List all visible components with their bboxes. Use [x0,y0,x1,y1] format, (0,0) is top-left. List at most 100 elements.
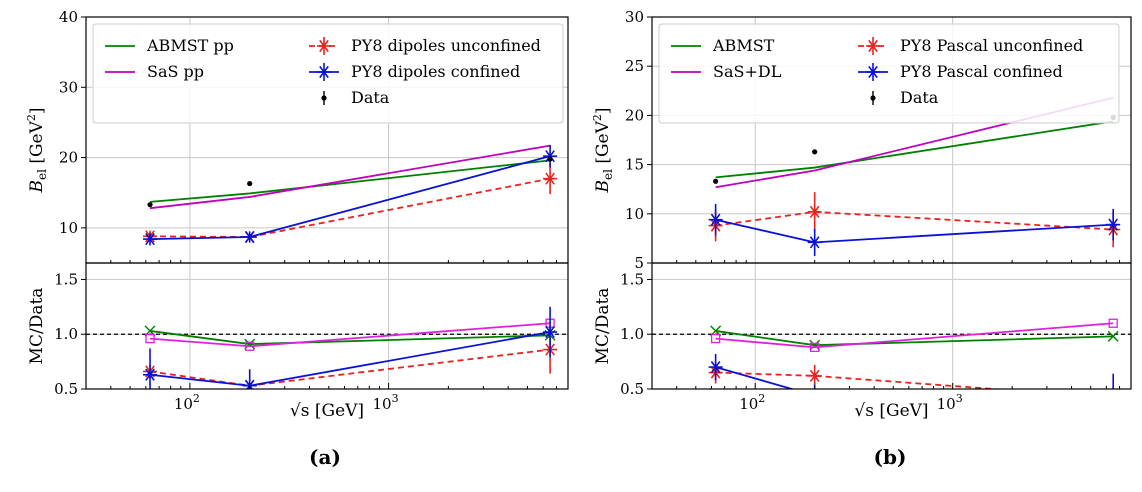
y-tick-label: 5 [634,254,644,272]
legend-label: SaS+DL [713,62,782,81]
y-tick-label: 0.5 [620,380,644,398]
ylabel-unit-exp: 2 [591,114,604,121]
x-tick-label: 103 [373,392,399,413]
star-marker [145,368,155,381]
legend-entry: SaS pp [105,62,204,81]
top-series-abmst [715,120,1114,179]
x-tick-exponent: 3 [392,392,399,405]
legend-label: PY8 Pascal unconfined [900,36,1083,55]
y-tick-label: 30 [59,78,78,96]
star-marker [545,172,555,185]
bottom-series-py8-dipoles-confined [149,331,551,387]
bottom-series-py8-pascal-confined [715,366,796,389]
star-marker [1109,392,1117,403]
data-point [247,180,253,187]
legend-label: ABMST [712,36,775,55]
x-tick-label: 102 [174,392,200,413]
legend-entry: ABMST [671,36,775,55]
legend-label: PY8 Pascal confined [900,62,1063,81]
x-axis-label: √s [GeV] [290,401,364,421]
star-marker [809,236,820,249]
star-marker [1116,388,1118,389]
legend-entry: PY8 Pascal confined [858,62,1063,81]
y-tick-label: 0.5 [54,380,78,398]
bottom-series-group [143,306,558,389]
ylabel-sub: el [35,169,49,180]
star-marker [809,369,820,382]
square-marker [1108,318,1118,328]
ylabel-unit-close: ] [593,107,613,114]
x-tick-label: 102 [739,392,765,413]
y-tick-label: 1.5 [54,270,78,288]
top-series-py8-pascal-confined [715,218,1114,244]
y-tick-label: 10 [59,219,78,237]
star-marker [868,65,878,79]
star-marker [1109,392,1117,403]
legend-label: PY8 dipoles confined [351,62,520,81]
legend: ABMST SaS+DL PY8 Pascal unconfined PY8 Pasc… [658,23,1120,124]
legend: ABMST pp SaS pp PY8 dipoles unconfined PY8 … [92,23,564,124]
legend-entry: Data [321,88,390,107]
y-tick-label: 20 [625,106,644,124]
star-marker [244,230,255,244]
x-tick-label: 103 [937,392,963,413]
panel-caption: (b) [874,445,907,469]
legend-entry: Data [870,88,939,107]
star-marker [545,150,555,163]
top-series-py8-dipoles-unconfined [150,177,551,238]
bottom-series-sas-pp [149,322,551,348]
data-point [812,149,818,155]
ylabel-unit: [GeV [593,120,613,169]
ylabel-sub: el [601,169,615,180]
legend-label: PY8 dipoles unconfined [351,36,541,55]
legend-label: SaS pp [147,62,204,81]
star-marker [145,233,155,246]
star-marker [1108,388,1111,389]
data-point [713,178,719,184]
bottom-axes-frame [651,262,1132,390]
x-marker [809,339,821,351]
y-tick-label: 15 [625,156,644,174]
square-marker [245,341,255,351]
y-tick-label: 40 [59,8,78,26]
legend-entry: PY8 dipoles unconfined [309,36,541,55]
y-tick-label: 25 [625,57,644,75]
legend-entry: PY8 Pascal unconfined [858,36,1083,55]
y-tick-label: 30 [625,8,644,26]
bottom-y-axis-label: MC/Data [593,288,613,365]
x-tick-exponent: 2 [193,392,200,405]
x-axis-label: √s [GeV] [854,401,928,421]
ylabel-unit-exp: 2 [25,114,38,121]
bottom-series-py8-pascal-unconfined [715,371,1007,389]
ylabel-unit: [GeV [27,120,47,169]
legend-box [92,23,564,124]
bottom-y-axis-label: MC/Data [27,288,47,365]
star-marker [545,325,555,339]
star-marker [710,361,721,374]
x-tick-exponent: 2 [758,392,765,405]
top-y-axis-label: Bel [GeV2] [591,107,615,193]
square-marker [810,342,820,353]
ylabel-main: B [593,180,613,194]
ylabel-main: B [27,180,47,194]
legend-entry: ABMST pp [105,36,234,55]
legend-entry: SaS+DL [671,62,782,81]
data-point [147,202,153,208]
star-marker [810,390,818,401]
y-tick-label: 20 [59,149,78,167]
star-marker [809,205,820,218]
star-marker [1108,218,1119,231]
legend-label: ABMST pp [146,36,234,55]
bottom-series-sas-dl [715,322,1114,349]
square-marker [145,333,155,344]
bottom-axes-frame [85,262,569,390]
star-marker [710,213,721,226]
bottom-series-group [708,318,1119,403]
y-tick-label: 1.0 [54,325,78,343]
legend-label: Data [900,88,939,107]
legend-label: Data [351,88,390,107]
legend-entry: PY8 dipoles confined [309,62,520,81]
